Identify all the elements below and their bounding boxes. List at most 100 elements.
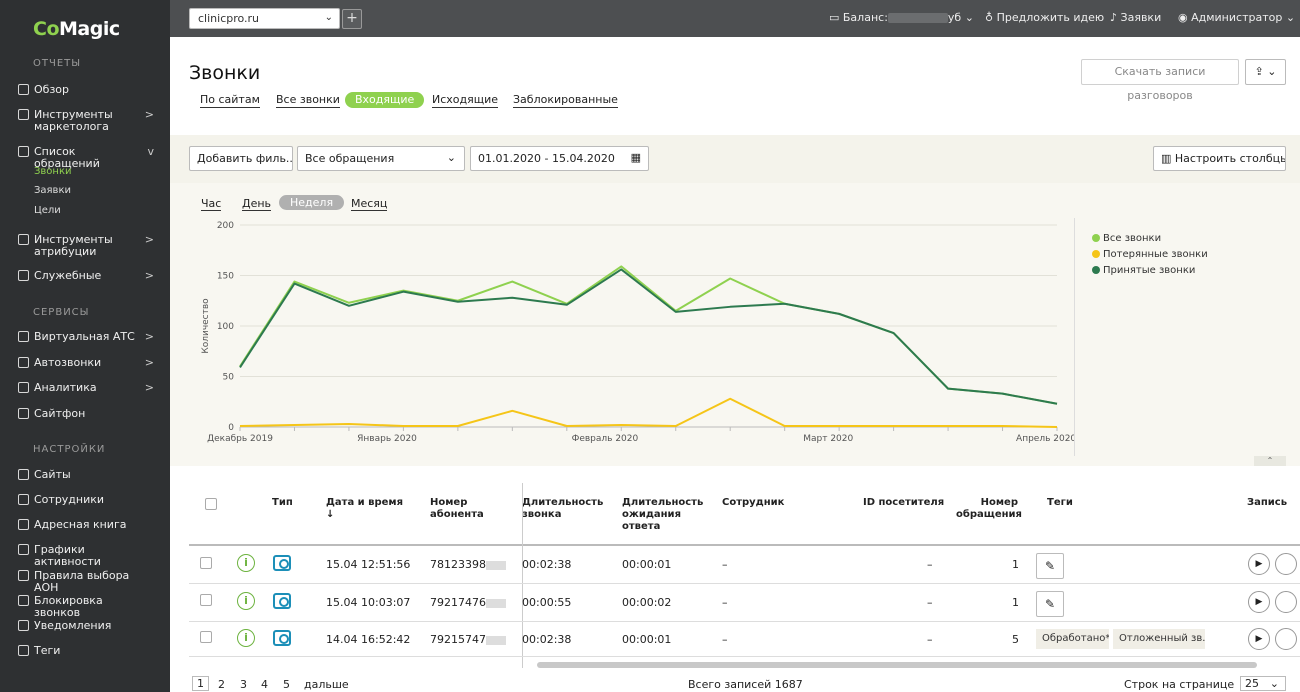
tab-by-sites[interactable]: По сайтам [200,93,260,108]
row-checkbox[interactable] [200,594,212,606]
cell-req-no: 1 [1012,558,1019,571]
page-2[interactable]: 2 [218,678,225,691]
aon-icon [18,570,29,581]
sidebar-sub-goals[interactable]: Цели [34,205,61,216]
chevron-down-icon: ⌄ [1269,677,1279,690]
period-week[interactable]: Неделя [279,195,345,210]
horizontal-scrollbar[interactable] [537,662,1257,668]
logo[interactable]: CoMagic [33,18,120,40]
chevron-right-icon: > [144,330,154,343]
x-tick-label: Февраль 2020 [572,434,639,444]
balance-link[interactable]: ▭ Баланс: уб ⌄ [829,11,974,24]
th-tags[interactable]: Теги [1047,497,1073,508]
edit-tags-button[interactable]: ✎ [1036,591,1064,617]
page-next[interactable]: дальше [304,678,349,691]
page-1[interactable]: 1 [192,676,209,691]
tag-postponed[interactable]: Отложенный зв... [1113,629,1205,649]
chevron-right-icon: > [144,108,154,121]
download-record-button[interactable] [1275,553,1297,575]
columns-icon: ▥ [1161,152,1175,165]
th-wait[interactable]: Длительность ожидания ответа [622,497,704,532]
tab-outgoing[interactable]: Исходящие [432,93,499,108]
requests-select[interactable]: Все обращения ⌄ [297,146,465,171]
add-site-button[interactable]: + [342,9,362,29]
x-tick-label: Январь 2020 [357,434,417,444]
row-checkbox[interactable] [200,557,212,569]
th-datetime[interactable]: Дата и время ↓ [326,497,404,520]
suggest-idea-link[interactable]: ♁ Предложить идею [985,11,1105,24]
chevron-down-icon: ⌄ [446,151,456,164]
pencil-icon: ✎ [1044,597,1056,611]
edit-tags-button[interactable]: ✎ [1036,553,1064,579]
analytics-icon [18,382,29,393]
sort-down-icon: ↓ [326,509,335,520]
number-hidden [486,598,506,608]
collapse-chart-button[interactable]: ⌃ [1254,456,1286,466]
page-4[interactable]: 4 [261,678,268,691]
y-tick-label: 100 [217,322,234,332]
info-icon[interactable]: i [237,554,255,572]
th-employee[interactable]: Сотрудник [722,497,785,508]
legend-accepted[interactable]: Принятые звонки [1092,265,1195,276]
row-checkbox[interactable] [200,631,212,643]
th-record[interactable]: Запись [1247,497,1288,508]
service-icon [18,270,29,281]
legend-all[interactable]: Все звонки [1092,233,1161,244]
page-5[interactable]: 5 [283,678,290,691]
play-icon: ▶ [1255,597,1263,607]
users-icon [18,494,29,505]
requests-link[interactable]: ♪ Заявки [1110,11,1162,24]
sidebar: CoMagic ОТЧЕТЫ Обзор Инструменты маркето… [0,0,170,692]
download-record-button[interactable] [1275,628,1297,650]
total-records: Всего записей 1687 [688,678,803,691]
site-select[interactable]: clinicpro.ru ⌄ [189,8,340,29]
admin-menu[interactable]: ◉ Администратор ⌄ [1178,11,1296,24]
add-filter-button[interactable]: Добавить филь... [189,146,293,171]
tab-all-calls[interactable]: Все звонки [276,93,340,108]
cell-duration: 00:02:38 [522,633,572,646]
overview-icon [18,84,29,95]
sidebar-sub-orders[interactable]: Заявки [34,185,71,196]
download-record-button[interactable] [1275,591,1297,613]
bell-icon: ♪ [1110,11,1121,24]
chevron-right-icon: > [144,356,154,369]
cell-datetime: 15.04 12:51:56 [326,558,411,571]
filter-icon [18,109,29,120]
tag-processed[interactable]: Обработано* [1036,629,1109,649]
th-visitor[interactable]: ID посетителя [863,497,945,508]
th-type[interactable]: Тип [272,497,293,508]
play-button[interactable]: ▶ [1248,553,1270,575]
export-button[interactable]: ⇪ ⌄ [1245,59,1286,85]
cell-visitor: – [927,633,933,646]
info-icon[interactable]: i [237,592,255,610]
cell-number: 79217476 [430,596,506,609]
y-tick-label: 200 [217,221,234,231]
sites-icon [18,469,29,480]
section-settings: НАСТРОЙКИ [33,444,106,455]
th-duration[interactable]: Длительность звонка [522,497,604,520]
period-month[interactable]: Месяц [351,197,388,211]
balance-hidden [887,13,948,23]
play-button[interactable]: ▶ [1248,591,1270,613]
cell-wait: 00:00:01 [622,633,672,646]
per-page-select[interactable]: 25 ⌄ [1240,676,1286,691]
select-all-checkbox[interactable] [205,498,217,510]
play-button[interactable]: ▶ [1248,628,1270,650]
legend-lost[interactable]: Потерянные звонки [1092,249,1208,260]
period-day[interactable]: День [242,197,272,211]
info-icon[interactable]: i [237,629,255,647]
topbar: clinicpro.ru ⌄ + ▭ Баланс: уб ⌄ ♁ Предложи… [170,0,1300,37]
date-range-input[interactable]: 01.01.2020 - 15.04.2020 ▦ [470,146,649,171]
configure-columns-button[interactable]: ▥ Настроить столбцы [1153,146,1286,171]
period-hour[interactable]: Час [201,197,222,211]
tab-blocked[interactable]: Заблокированные [513,93,618,108]
x-tick-label: Март 2020 [803,434,853,444]
sidebar-sub-calls[interactable]: Звонки [34,166,72,177]
tab-incoming[interactable]: Входящие [345,92,425,108]
page-3[interactable]: 3 [240,678,247,691]
number-hidden [486,560,506,570]
autocall-icon [18,357,29,368]
th-number[interactable]: Номер абонента [430,497,484,520]
download-records-button[interactable]: Скачать записи разговоров [1081,59,1239,102]
th-req-no[interactable]: Номер обращения [956,497,1022,520]
